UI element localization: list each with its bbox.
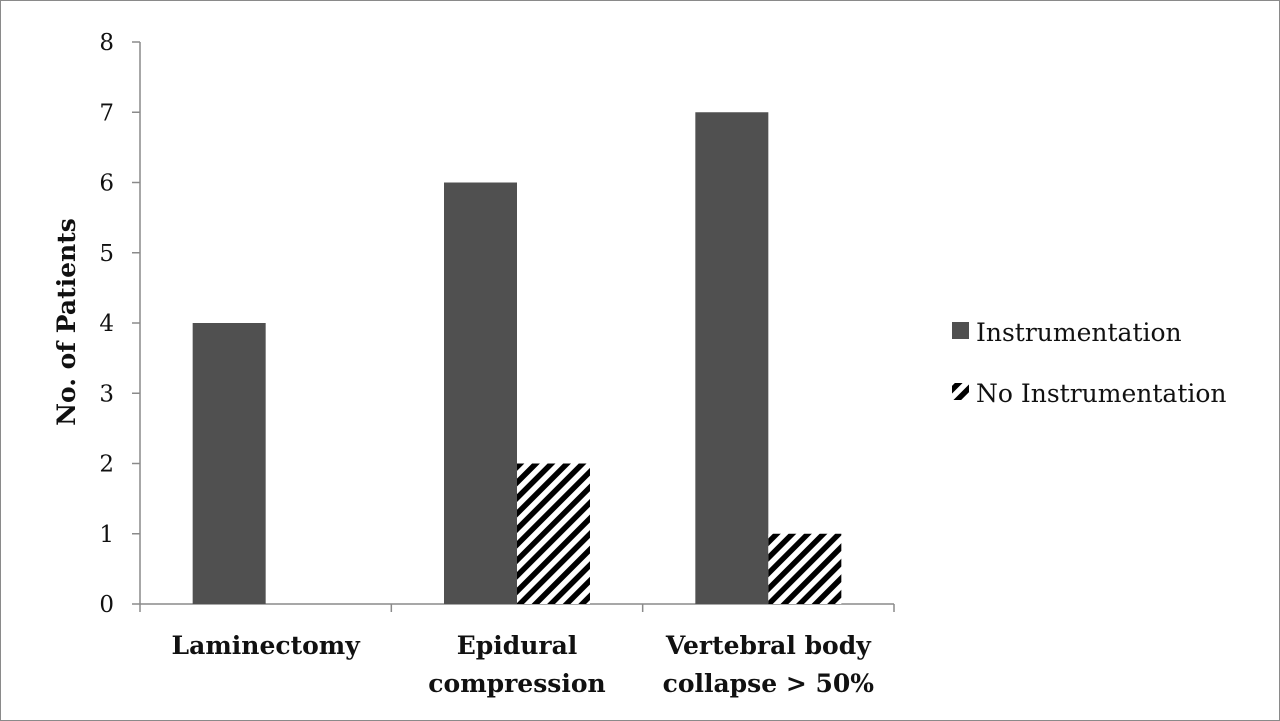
y-tick-label: 0 [99, 592, 114, 618]
x-tick-label: Vertebral body collapse > 50% [663, 631, 875, 698]
x-tick-label: Laminectomy [172, 631, 362, 660]
bar-no-instrumentation [768, 533, 842, 604]
y-tick-label: 5 [99, 241, 114, 267]
y-tick-label: 3 [99, 381, 114, 407]
y-tick-label: 7 [99, 100, 114, 126]
plot-area: 0 1 2 3 4 5 6 7 8 Laminectomy Epidural compression V… [99, 30, 895, 698]
y-tick-label: 4 [99, 311, 114, 337]
bar-instrumentation [695, 112, 769, 604]
legend-label: No Instrumentation [976, 379, 1227, 408]
legend-label: Instrumentation [976, 318, 1182, 347]
bar-instrumentation [444, 182, 517, 604]
y-tick-label: 1 [99, 522, 114, 548]
bar-no-instrumentation [517, 463, 590, 604]
y-tick-label: 2 [99, 452, 114, 478]
legend-swatch [952, 322, 969, 339]
y-axis-title: No. of Patients [52, 218, 81, 426]
y-tick-label: 6 [99, 171, 114, 197]
legend-swatch [952, 383, 969, 400]
y-tick-label: 8 [99, 30, 114, 56]
bar-instrumentation [192, 323, 266, 604]
legend: Instrumentation No Instrumentation [952, 318, 1227, 408]
x-tick-label: Epidural compression [428, 631, 605, 698]
